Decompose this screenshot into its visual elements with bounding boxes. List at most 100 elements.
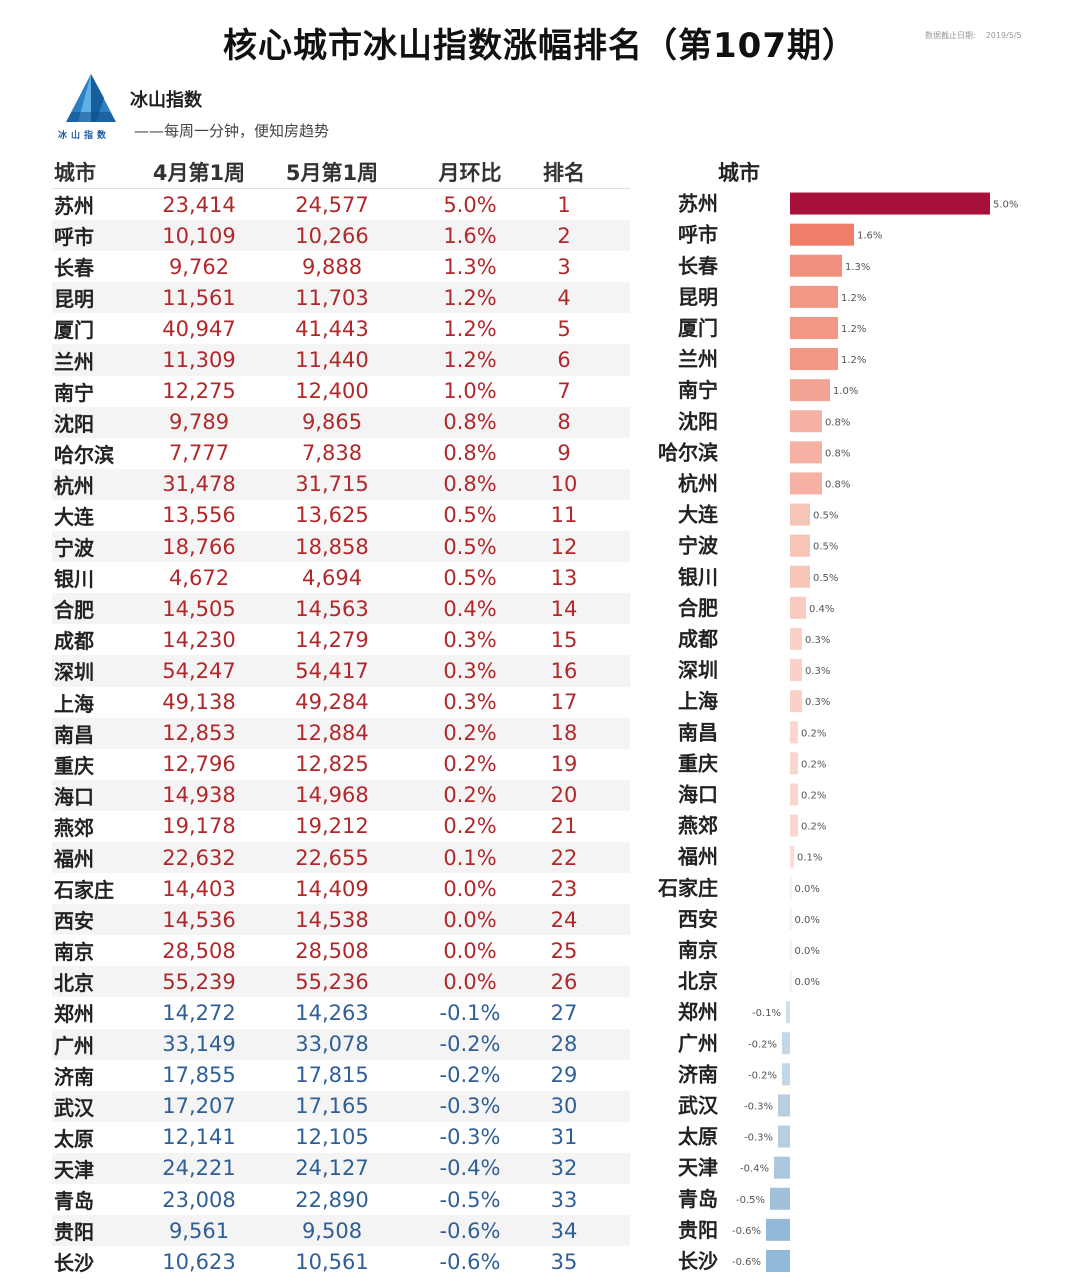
chart-data-label: 5.0% xyxy=(993,200,1018,211)
cell-rank: 28 xyxy=(550,1032,578,1057)
chart-data-label: 0.0% xyxy=(795,946,820,957)
bar-chart-svg: 苏州 5.0% 呼市 1.6% 长春 1.3% 昆明 1.2% 厦门 1.2% 兰州 1.2% 南宁 1.… xyxy=(657,192,1018,1273)
cell-month-change: 0.2% xyxy=(443,752,497,777)
cell-month-change: 1.2% xyxy=(443,348,497,373)
cell-city: 武汉 xyxy=(54,1095,94,1120)
table-header-row: 城市 4月第1周 5月第1周 月环比 排名 xyxy=(52,155,630,189)
header-may-week1: 5月第1周 xyxy=(285,160,379,185)
chart-data-label: 0.5% xyxy=(813,542,838,553)
cell-rank: 31 xyxy=(550,1125,578,1150)
cell-rank: 18 xyxy=(550,721,578,746)
table-row: 深圳 54,247 54,417 0.3% 16 xyxy=(52,655,630,687)
cell-rank: 15 xyxy=(550,627,578,652)
cell-april-value: 14,272 xyxy=(162,1000,236,1025)
iceberg-logo-icon xyxy=(58,72,124,142)
cell-april-value: 14,230 xyxy=(162,627,236,652)
chart-bar xyxy=(770,1187,790,1210)
cell-month-change: 0.5% xyxy=(443,503,497,528)
cell-rank: 13 xyxy=(550,565,578,590)
chart-bar xyxy=(790,441,822,464)
cell-may-value: 13,625 xyxy=(295,503,369,528)
table-row: 广州 33,149 33,078 -0.2% 28 xyxy=(52,1028,630,1060)
cell-city: 长春 xyxy=(54,256,94,281)
chart-data-label: -0.3% xyxy=(744,1101,773,1112)
cell-rank: 34 xyxy=(550,1218,578,1243)
table-row: 宁波 18,766 18,858 0.5% 12 xyxy=(52,531,630,563)
cell-may-value: 12,884 xyxy=(295,721,369,746)
cell-april-value: 13,556 xyxy=(162,503,236,528)
chart-category-label: 贵阳 xyxy=(678,1218,718,1242)
cell-city: 宁波 xyxy=(54,536,94,561)
brand-slogan: ——每周一分钟，便知房趋势 xyxy=(134,122,330,140)
chart-bar xyxy=(790,596,806,619)
chart-bar xyxy=(790,379,830,402)
chart-category-label: 海口 xyxy=(678,782,718,806)
cell-rank: 8 xyxy=(557,410,571,435)
cell-city: 厦门 xyxy=(54,318,94,343)
cell-april-value: 10,623 xyxy=(162,1249,236,1274)
cell-month-change: 0.8% xyxy=(443,472,497,497)
data-date-value: 2019/5/5 xyxy=(985,31,1022,40)
chart-data-label: -0.6% xyxy=(732,1226,761,1237)
chart-bar xyxy=(790,721,798,744)
cell-city: 苏州 xyxy=(54,194,94,219)
cell-month-change: -0.3% xyxy=(439,1094,501,1119)
cell-may-value: 28,508 xyxy=(295,938,369,963)
cell-city: 南京 xyxy=(54,940,94,965)
chart-category-label: 合肥 xyxy=(678,596,718,620)
chart-category-label: 宁波 xyxy=(678,534,719,558)
cell-may-value: 41,443 xyxy=(295,316,369,341)
table-row: 武汉 17,207 17,165 -0.3% 30 xyxy=(52,1090,630,1122)
table-row: 厦门 40,947 41,443 1.2% 5 xyxy=(52,313,630,344)
table-row: 长春 9,762 9,888 1.3% 3 xyxy=(52,251,630,282)
chart-data-label: 1.0% xyxy=(833,386,858,397)
cell-rank: 20 xyxy=(550,783,578,808)
table-row: 兰州 11,309 11,440 1.2% 6 xyxy=(52,344,630,376)
chart-category-label: 大连 xyxy=(678,503,719,527)
cell-city: 银川 xyxy=(54,567,94,592)
cell-month-change: 0.5% xyxy=(443,534,497,559)
chart-bar xyxy=(790,938,792,961)
cell-rank: 27 xyxy=(550,1000,578,1025)
cell-city: 大连 xyxy=(54,504,94,529)
cell-month-change: 0.2% xyxy=(443,721,497,746)
cell-april-value: 31,478 xyxy=(162,472,236,497)
cell-rank: 12 xyxy=(550,534,578,559)
cell-month-change: 1.3% xyxy=(443,254,497,279)
cell-month-change: 1.0% xyxy=(443,379,497,404)
chart-category-label: 重庆 xyxy=(678,751,718,775)
cell-rank: 16 xyxy=(550,658,578,683)
table-row: 苏州 23,414 24,577 5.0% 1 xyxy=(52,189,630,220)
cell-may-value: 11,703 xyxy=(295,285,369,310)
cell-rank: 4 xyxy=(557,285,571,310)
cell-april-value: 12,853 xyxy=(162,721,236,746)
chart-data-label: 0.2% xyxy=(801,790,826,801)
table-row: 济南 17,855 17,815 -0.2% 29 xyxy=(52,1060,630,1091)
cell-month-change: 0.0% xyxy=(443,938,497,963)
chart-data-label: 0.1% xyxy=(797,853,822,864)
chart-category-label: 银川 xyxy=(678,565,718,589)
chart-bar xyxy=(786,1001,790,1024)
chart-data-label: -0.4% xyxy=(740,1164,769,1175)
cell-month-change: 1.6% xyxy=(443,223,497,248)
table-body: 苏州 23,414 24,577 5.0% 1 呼市 10,109 10,266 1.6% 2 长春… xyxy=(52,189,630,1277)
cell-april-value: 14,403 xyxy=(162,876,236,901)
cell-city: 福州 xyxy=(54,847,94,872)
chart-data-label: 0.0% xyxy=(795,915,820,926)
cell-month-change: 0.3% xyxy=(443,658,497,683)
chart-category-label: 呼市 xyxy=(678,223,718,247)
chart-category-label: 北京 xyxy=(678,969,718,993)
chart-data-label: -0.2% xyxy=(748,1039,777,1050)
chart-category-label: 西安 xyxy=(678,907,718,931)
cell-april-value: 17,207 xyxy=(162,1094,236,1119)
cell-month-change: -0.2% xyxy=(439,1032,501,1057)
cell-rank: 10 xyxy=(550,472,578,497)
cell-may-value: 9,865 xyxy=(301,410,363,435)
cell-month-change: 0.1% xyxy=(443,845,497,870)
table-row: 燕郊 19,178 19,212 0.2% 21 xyxy=(52,811,630,842)
table-row: 重庆 12,796 12,825 0.2% 19 xyxy=(52,749,630,780)
cell-month-change: 0.2% xyxy=(443,814,497,839)
chart-category-label: 苏州 xyxy=(678,192,718,216)
chart-bar xyxy=(790,285,838,308)
cell-city: 重庆 xyxy=(54,753,94,778)
